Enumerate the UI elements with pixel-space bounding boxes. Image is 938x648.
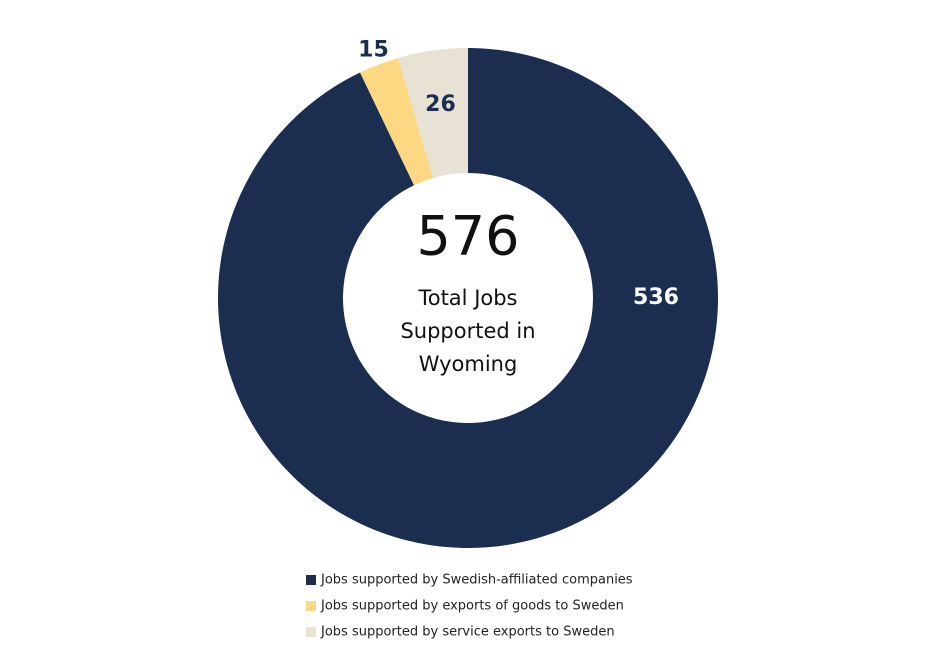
legend-label: Jobs supported by service exports to Swe… (320, 625, 615, 640)
legend-label: Jobs supported by exports of goods to Sw… (320, 599, 624, 614)
center-label: Total Jobs Supported in Wyoming (400, 286, 536, 376)
data-label: 536 (633, 285, 679, 310)
legend-swatch (306, 575, 316, 585)
legend-swatch (306, 627, 316, 637)
legend-label: Jobs supported by Swedish-affiliated com… (320, 573, 633, 588)
slice (398, 48, 468, 178)
slice (360, 57, 434, 186)
data-label: 15 (358, 37, 389, 62)
center-value: 576 (416, 205, 519, 268)
slice (218, 48, 718, 548)
data-label: 26 (425, 92, 456, 117)
legend-swatch (306, 601, 316, 611)
